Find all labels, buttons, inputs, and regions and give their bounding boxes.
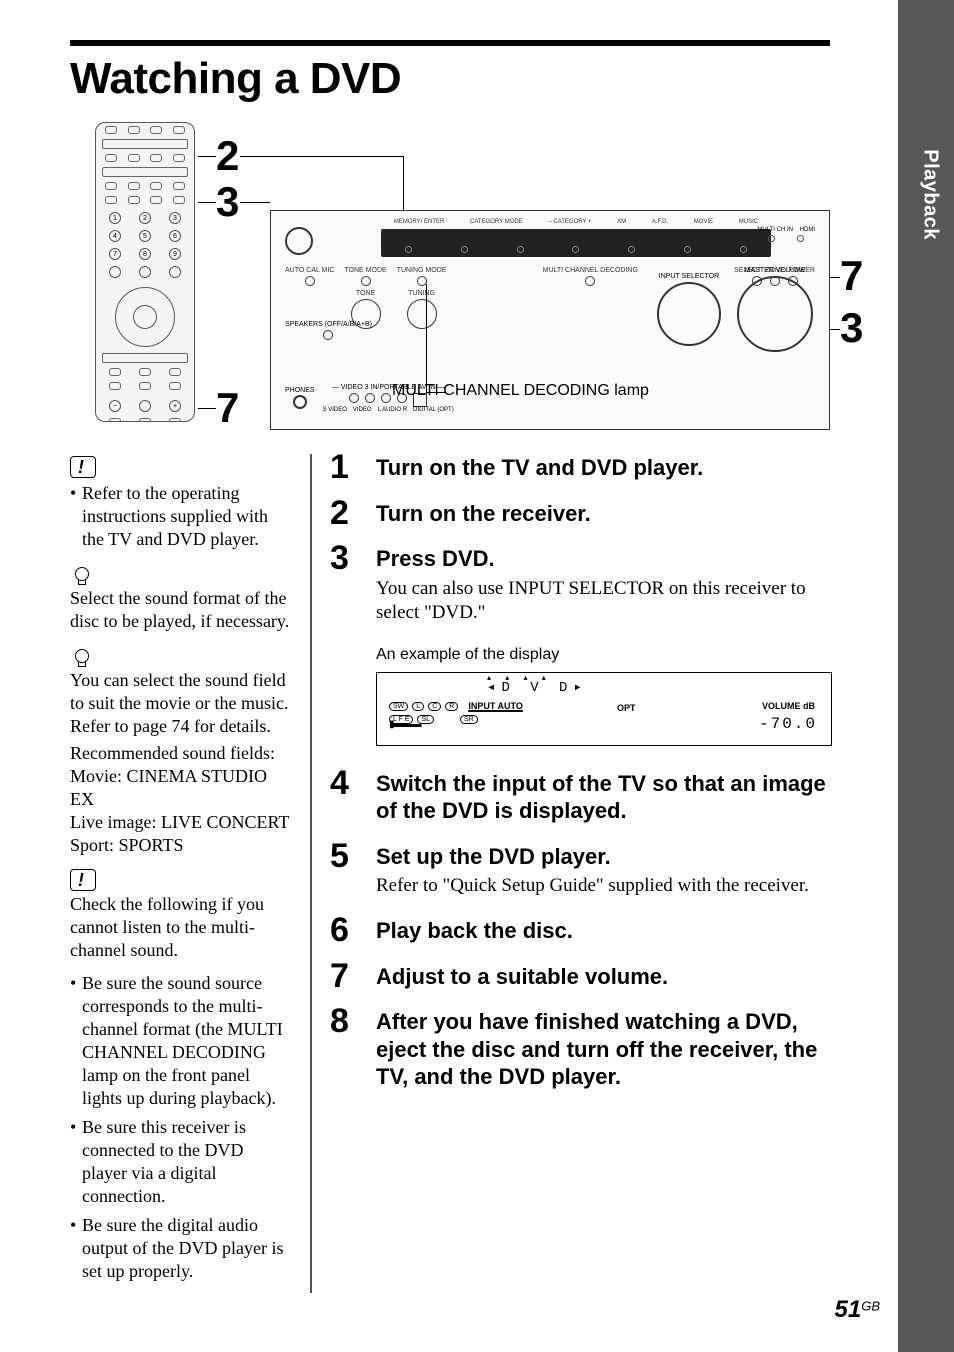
note-icon: [70, 869, 96, 891]
page-footer: 51GB: [835, 1296, 881, 1324]
step-heading: Set up the DVD player.: [376, 843, 832, 871]
step-item: 3 Press DVD. You can also use INPUT SELE…: [330, 545, 832, 746]
step-number: 8: [330, 1002, 349, 1041]
page-number: 51: [835, 1296, 862, 1323]
page-title: Watching a DVD: [70, 54, 894, 104]
tip-text: You can select the sound field to suit t…: [70, 669, 292, 738]
left-notes-column: Refer to the operating instructions supp…: [70, 454, 292, 1293]
callout-7-right: 7: [840, 252, 863, 300]
content-columns: Refer to the operating instructions supp…: [70, 454, 832, 1293]
page-suffix: GB: [861, 1299, 880, 1314]
step-heading: After you have finished watching a DVD, …: [376, 1008, 832, 1091]
note-bullet: Be sure the sound source corresponds to …: [70, 972, 292, 1110]
step-number: 3: [330, 539, 349, 578]
side-tab: Playback: [898, 0, 954, 1352]
step-heading: Adjust to a suitable volume.: [376, 963, 832, 991]
remote-illustration: 123 456 789 −+: [95, 122, 195, 422]
steps-column: 1 Turn on the TV and DVD player. 2 Turn …: [330, 454, 832, 1293]
diagram-area: 123 456 789 −+ MEMORY/ ENTER CATEGORY MO…: [70, 122, 830, 442]
step-item: 2 Turn on the receiver.: [330, 500, 832, 528]
step-item: 6 Play back the disc.: [330, 917, 832, 945]
step-number: 4: [330, 764, 349, 803]
step-body: You can also use INPUT SELECTOR on this …: [376, 577, 832, 626]
note-text: Check the following if you cannot listen…: [70, 893, 292, 962]
tip-block: You can select the sound field to suit t…: [70, 643, 292, 857]
title-rule: [70, 40, 830, 46]
power-button-icon: [285, 227, 313, 255]
step-number: 5: [330, 837, 349, 876]
step-heading: Turn on the receiver.: [376, 500, 832, 528]
step-number: 6: [330, 911, 349, 950]
step-item: 1 Turn on the TV and DVD player.: [330, 454, 832, 482]
master-volume-knob-icon: MASTER VOLUME: [737, 267, 813, 352]
step-number: 1: [330, 448, 349, 487]
manual-page: Playback Watching a DVD 123 456 789 −+: [0, 0, 954, 1352]
column-divider: [310, 454, 312, 1293]
tip-icon: [70, 563, 92, 585]
side-tab-label: Playback: [919, 149, 942, 240]
note-block: Refer to the operating instructions supp…: [70, 454, 292, 551]
step-item: 4 Switch the input of the TV so that an …: [330, 770, 832, 825]
note-text: Refer to the operating instructions supp…: [70, 482, 292, 551]
step-body: Refer to "Quick Setup Guide" supplied wi…: [376, 874, 832, 899]
example-label: An example of the display: [376, 646, 832, 664]
note-bullet: Be sure this receiver is connected to th…: [70, 1116, 292, 1208]
callout-3-right: 3: [840, 304, 863, 352]
decode-lamp-label: MULTI CHANNEL DECODING lamp: [392, 382, 649, 400]
tip-icon: [70, 645, 92, 667]
note-icon: [70, 456, 96, 478]
step-number: 2: [330, 494, 349, 533]
step-item: 5 Set up the DVD player. Refer to "Quick…: [330, 843, 832, 899]
receiver-display-example: ▴ ▴ ▴ ▴ ◂D V D▸ SW L C R INPUT AUTO L F …: [376, 672, 832, 746]
callout-3-left: 3: [216, 178, 239, 226]
note-block: Check the following if you cannot listen…: [70, 867, 292, 1283]
tip-block: Select the sound format of the disc to b…: [70, 561, 292, 633]
step-item: 7 Adjust to a suitable volume.: [330, 963, 832, 991]
input-selector-knob-icon: INPUT SELECTOR: [657, 273, 721, 346]
step-heading: Switch the input of the TV so that an im…: [376, 770, 832, 825]
callout-2: 2: [216, 132, 239, 180]
tip-text: Select the sound format of the disc to b…: [70, 587, 292, 633]
receiver-display-icon: MEMORY/ ENTER CATEGORY MODE – CATEGORY +…: [381, 229, 771, 257]
callout-7-left: 7: [216, 384, 239, 432]
step-heading: Turn on the TV and DVD player.: [376, 454, 832, 482]
step-list: 1 Turn on the TV and DVD player. 2 Turn …: [330, 454, 832, 1091]
step-item: 8 After you have finished watching a DVD…: [330, 1008, 832, 1091]
note-bullet: Be sure the digital audio output of the …: [70, 1214, 292, 1283]
step-heading: Play back the disc.: [376, 917, 832, 945]
step-heading: Press DVD.: [376, 545, 832, 573]
step-number: 7: [330, 957, 349, 996]
